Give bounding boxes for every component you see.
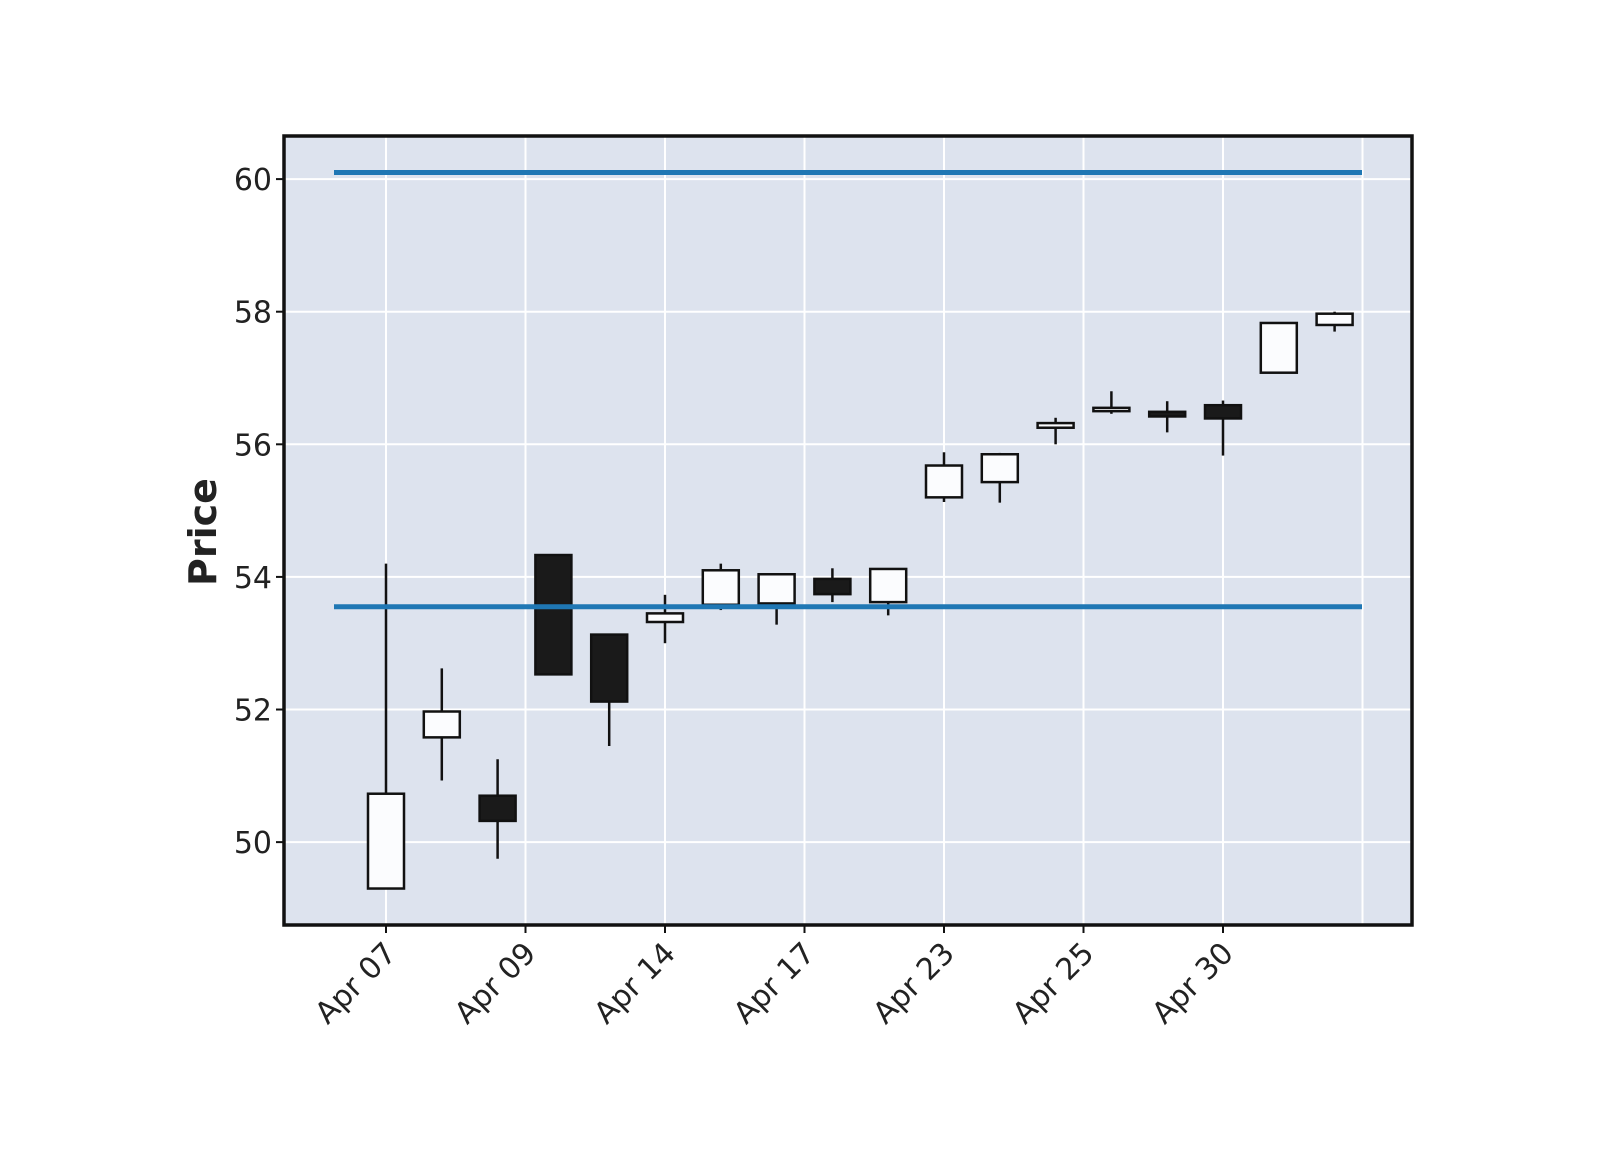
y-tick-label: 54 [234, 561, 272, 596]
y-axis-label: Price [181, 478, 225, 586]
candles [366, 311, 1354, 890]
candle [645, 594, 685, 644]
candle-body-up [980, 453, 1020, 484]
candle [534, 553, 573, 676]
candle-body-up [924, 464, 964, 499]
x-tick-label: Apr 17 [727, 936, 822, 1031]
plot-frame [282, 134, 1414, 927]
candle [1315, 311, 1354, 332]
candle-body-down [813, 577, 852, 596]
x-tick-label: Apr 30 [1145, 936, 1240, 1031]
candle-body-down [1203, 403, 1243, 420]
x-axis-ticks: Apr 07 Apr 09 Apr 14 Apr 17 Apr 23 Apr 25 Apr … [308, 925, 1241, 1031]
candle [1092, 391, 1131, 414]
candle-body-up [757, 573, 796, 605]
candle [1036, 417, 1075, 445]
candle-body-up [366, 792, 406, 890]
y-tick-label: 52 [234, 694, 272, 729]
candle [924, 452, 964, 502]
candle [757, 573, 796, 625]
x-tick-label: Apr 23 [866, 936, 961, 1031]
candle-body-down [478, 794, 517, 823]
x-tick-label: Apr 14 [587, 936, 682, 1031]
candle [813, 568, 852, 603]
candle-body-up [1315, 312, 1354, 327]
candle-body-up [1092, 406, 1131, 413]
candle-body-up [1259, 321, 1299, 374]
x-tick-label: Apr 07 [308, 936, 403, 1031]
candle-body-up [701, 569, 741, 607]
candle [1147, 401, 1187, 433]
plot-area [284, 136, 1412, 925]
candle [478, 759, 517, 859]
candle [422, 668, 462, 781]
candle-body-down [1147, 410, 1187, 418]
candle [589, 633, 629, 746]
candle [1203, 400, 1243, 456]
horizontal-lines [334, 169, 1362, 610]
candle-body-up [645, 612, 685, 624]
y-tick-label: 60 [234, 163, 272, 198]
candle [701, 563, 741, 611]
candle-body-down [534, 553, 573, 676]
grid-lines [284, 136, 1412, 925]
candle-body-up [1036, 421, 1075, 429]
candle-body-down [589, 633, 629, 703]
candle [1259, 321, 1299, 374]
candle [868, 567, 908, 616]
y-tick-label: 50 [234, 826, 272, 861]
x-tick-label: Apr 09 [448, 936, 543, 1031]
candle-body-up [868, 567, 908, 604]
candle [980, 452, 1020, 503]
y-axis-ticks: 50 52 54 56 58 60 [234, 163, 284, 861]
x-tick-label: Apr 25 [1006, 936, 1101, 1031]
candle [366, 563, 406, 890]
y-tick-label: 56 [234, 428, 272, 463]
candle-body-up [422, 710, 462, 739]
y-tick-label: 58 [234, 296, 272, 331]
